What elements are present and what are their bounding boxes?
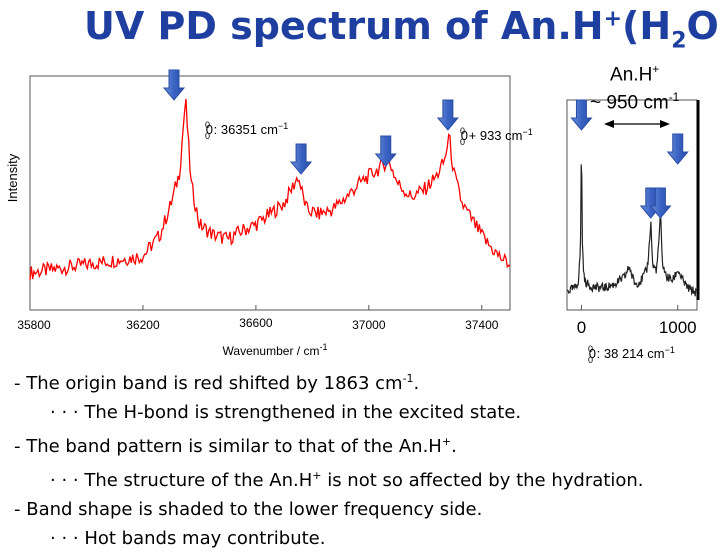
- spacing-arrow-left-head: [604, 120, 614, 128]
- main-x-tick-label: 37000: [352, 318, 386, 332]
- inset-peak-arrow: [570, 99, 593, 131]
- main-x-tick-label: 36600: [239, 316, 273, 330]
- bullet-3-sub: · · · Hot bands may contribute.: [50, 528, 326, 549]
- inset-caption: 00 0 : 38 214 cm−1: [588, 344, 675, 365]
- spectrum-figure: Intensity Wavenumber / cm-1 35800 36200 36…: [5, 69, 700, 365]
- bullet-2-sub: · · · The structure of the An.H+ is not …: [50, 469, 644, 491]
- inset-spectrum-line: [566, 164, 698, 297]
- main-x-tick-label: 37400: [465, 318, 499, 332]
- main-peak-arrow: [374, 135, 397, 167]
- main-peak-arrow: [162, 69, 186, 101]
- inset-x-tick-label: 1000: [659, 318, 697, 337]
- bullet-1-sub: · · · The H-bond is strengthened in the …: [50, 402, 522, 423]
- inset-x-tick-label: 0: [577, 318, 586, 337]
- main-peak-arrow: [436, 99, 459, 131]
- main-xlabel: Wavenumber / cm-1: [223, 342, 328, 358]
- main-x-ticks: 35800 36200 36600 37000 37400: [17, 305, 499, 332]
- spacing-arrow-right-head: [660, 120, 670, 128]
- inset-peak-arrow: [666, 133, 689, 165]
- bullet-3: - Band shape is shaded to the lower freq…: [14, 499, 483, 520]
- main-spectrum-line: [29, 98, 511, 281]
- main-arrows: [162, 69, 459, 175]
- main-plot-frame: [29, 75, 511, 311]
- origin-band-annotation: 00 0 : 36351 cm−1: [205, 120, 288, 141]
- inset-peak-arrow: [649, 187, 672, 219]
- inset-arrows: [570, 99, 689, 219]
- bullet-2: - The band pattern is similar to that of…: [14, 435, 457, 457]
- main-x-tick-label: 35800: [17, 318, 51, 332]
- main-peak-arrow: [289, 143, 313, 175]
- bullet-1: - The origin band is red shifted by 1863…: [14, 372, 420, 394]
- main-x-tick-label: 36200: [126, 318, 160, 332]
- plus933-annotation: 00 0 + 933 cm−1: [460, 126, 533, 147]
- slide-title: UV PD spectrum of An.H+(H2O): [84, 4, 720, 54]
- inset-x-ticks: 0 1000: [577, 305, 697, 337]
- bullet-list: - The origin band is red shifted by 1863…: [14, 364, 643, 553]
- main-ylabel: Intensity: [5, 153, 20, 202]
- inset-title: An.H+ ~ 950 cm-1: [590, 62, 680, 114]
